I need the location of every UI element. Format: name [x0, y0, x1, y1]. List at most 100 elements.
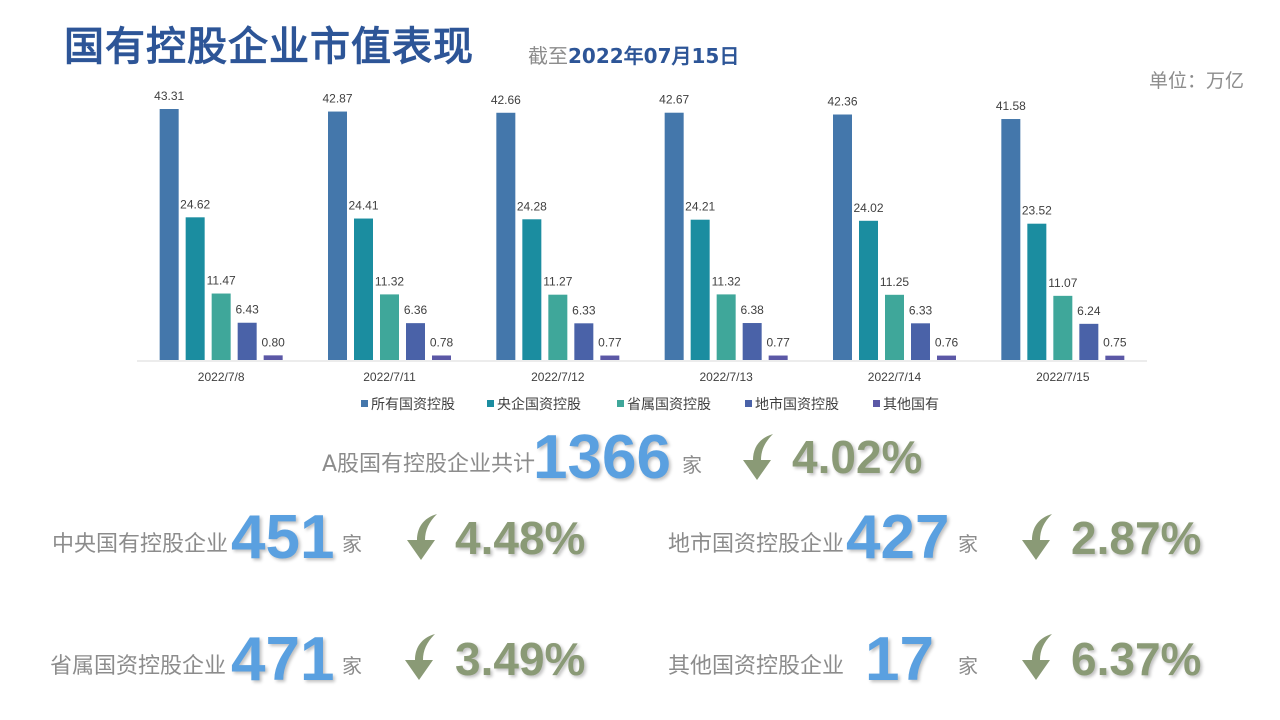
legend-swatch — [487, 400, 494, 407]
bar-value-label: 42.67 — [659, 93, 689, 107]
bar-value-label: 6.43 — [235, 303, 259, 317]
bar-2-4 — [690, 219, 710, 360]
bar-1-6 — [1001, 119, 1021, 360]
stat-municipal-count: 427 — [846, 503, 950, 572]
stat-total-change: 4.02% — [792, 431, 923, 483]
legend-swatch — [361, 400, 368, 407]
bar-value-label: 11.32 — [375, 274, 404, 288]
bar-3-5 — [885, 294, 904, 360]
bar-2-2 — [354, 218, 373, 360]
bar-value-label: 11.27 — [543, 275, 572, 289]
bar-value-label: 42.36 — [827, 95, 857, 109]
stat-provincial-unit: 家 — [342, 654, 362, 678]
bar-value-label: 0.76 — [935, 336, 959, 350]
bar-4-6 — [1079, 323, 1099, 360]
bar-value-label: 0.78 — [430, 335, 454, 349]
stat-municipal-change: 2.87% — [1071, 512, 1202, 564]
x-tick-label: 2022/7/11 — [363, 370, 416, 384]
stat-other-change: 6.37% — [1071, 633, 1202, 685]
x-tick-label: 2022/7/8 — [198, 370, 245, 384]
bar-2-6 — [1027, 223, 1047, 360]
legend-item-label: 省属国资控股 — [627, 397, 711, 413]
stat-other-unit: 家 — [958, 654, 978, 678]
legend-swatch — [873, 400, 880, 407]
curved-down-arrow-icon — [407, 514, 437, 560]
bar-4-5 — [911, 323, 930, 360]
bar-2-1 — [185, 217, 205, 360]
stat-provincial-label: 省属国资控股企业 — [50, 654, 227, 679]
curved-down-arrow-icon — [743, 434, 773, 480]
curved-down-arrow-icon — [1022, 514, 1052, 560]
bar-value-label: 6.33 — [572, 303, 596, 317]
as-of-date-value: 2022年07月15日 — [568, 44, 740, 68]
bar-value-label: 11.25 — [880, 275, 909, 289]
bar-value-label: 0.80 — [261, 335, 285, 349]
stat-municipal-unit: 家 — [958, 532, 978, 556]
bar-1-4 — [664, 112, 684, 360]
stat-total-count: 1366 — [533, 423, 671, 492]
bar-1-3 — [496, 112, 516, 360]
legend-swatch — [745, 400, 752, 407]
bar-1-1 — [159, 109, 179, 360]
bar-5-2 — [432, 355, 451, 360]
bar-value-label: 0.75 — [1103, 336, 1127, 350]
bar-3-4 — [716, 294, 736, 360]
stat-provincial-count: 471 — [231, 625, 335, 694]
x-tick-label: 2022/7/12 — [531, 370, 585, 384]
as-of-date: 截至2022年07月15日 — [528, 40, 739, 69]
bar-value-label: 6.36 — [404, 303, 428, 317]
page-title: 国有控股企业市值表现 — [64, 24, 474, 70]
stat-municipal-label: 地市国资控股企业 — [668, 532, 845, 557]
stat-central-label: 中央国有控股企业 — [52, 532, 229, 557]
legend-item-label: 所有国资控股 — [371, 397, 455, 413]
legend-swatch — [617, 400, 624, 407]
x-tick-label: 2022/7/14 — [868, 370, 922, 384]
bar-4-4 — [742, 323, 762, 360]
x-tick-label: 2022/7/13 — [699, 370, 753, 384]
bar-1-5 — [833, 114, 852, 361]
unit-label: 单位：万亿 — [1148, 70, 1244, 92]
bar-4-3 — [574, 323, 594, 360]
bar-value-label: 11.47 — [207, 274, 236, 288]
bar-4-1 — [237, 322, 257, 360]
bar-5-6 — [1105, 355, 1125, 360]
bar-value-label: 24.41 — [348, 199, 378, 213]
bar-2-3 — [522, 219, 542, 360]
bar-value-label: 24.62 — [180, 197, 210, 211]
bar-value-label: 41.58 — [996, 99, 1026, 113]
legend-item-label: 其他国有 — [883, 397, 939, 413]
curved-down-arrow-icon — [405, 634, 435, 680]
bar-5-3 — [600, 355, 620, 360]
bar-4-2 — [406, 323, 425, 360]
bar-value-label: 0.77 — [766, 336, 790, 350]
bar-3-1 — [211, 293, 231, 360]
stat-central-count: 451 — [231, 503, 335, 572]
bar-value-label: 6.24 — [1077, 304, 1101, 318]
legend-item-label: 央企国资控股 — [497, 396, 581, 413]
bar-value-label: 0.77 — [598, 336, 622, 350]
bar-5-5 — [937, 355, 956, 360]
bar-value-label: 42.66 — [491, 93, 521, 107]
bar-3-2 — [380, 294, 399, 360]
bar-5-4 — [768, 355, 788, 360]
bar-5-1 — [263, 355, 283, 360]
bar-value-label: 23.52 — [1022, 204, 1052, 218]
stat-central-unit: 家 — [342, 532, 362, 556]
bar-2-5 — [859, 220, 878, 360]
bar-value-label: 24.21 — [685, 200, 715, 214]
bar-3-6 — [1053, 295, 1073, 360]
curved-down-arrow-icon — [1022, 634, 1052, 680]
stat-provincial-change: 3.49% — [455, 633, 586, 685]
stat-central-change: 4.48% — [455, 512, 586, 564]
market-cap-bar-chart: 43.31 24.62 11.47 6.43 0.80 42.87 24.41 11.32 6.… — [137, 89, 1147, 413]
bar-3-3 — [548, 294, 568, 360]
bar-value-label: 24.02 — [853, 201, 883, 215]
bar-value-label: 11.32 — [712, 274, 741, 288]
stat-total-label: A股国有控股企业共计 — [322, 452, 536, 477]
stat-total-unit: 家 — [682, 453, 702, 477]
stat-other-count: 17 — [865, 625, 934, 694]
bar-value-label: 24.28 — [517, 199, 547, 213]
bar-1-2 — [328, 111, 347, 360]
bar-value-label: 6.38 — [740, 303, 764, 317]
bar-value-label: 43.31 — [154, 89, 184, 103]
